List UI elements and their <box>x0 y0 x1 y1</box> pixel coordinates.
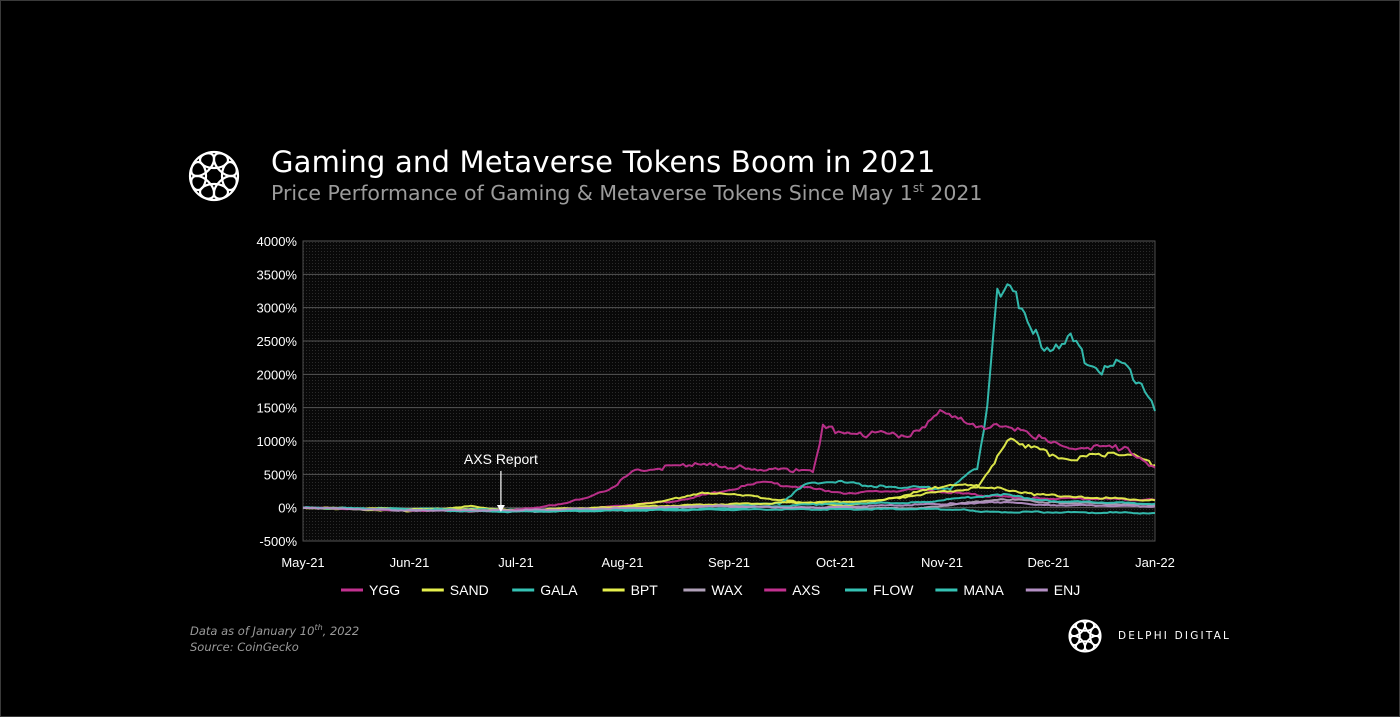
annotation-label: AXS Report <box>464 451 538 467</box>
footnote: Data as of January 10th, 2022 Source: Co… <box>190 620 359 655</box>
series-line-enj <box>303 500 1156 512</box>
legend-label: SAND <box>450 582 489 598</box>
plot-area <box>302 240 1156 542</box>
legend-item-gala: GALA <box>512 582 578 598</box>
data-date-text: Data as of January 10 <box>190 623 315 638</box>
subtitle-text: Price Performance of Gaming & Metaverse … <box>271 181 913 205</box>
x-tick-label: Sep-21 <box>708 555 750 570</box>
legend-label: ENJ <box>1054 582 1080 598</box>
page-title: Gaming and Metaverse Tokens Boom in 2021 <box>271 145 936 179</box>
x-tick-label: Jan-22 <box>1135 555 1175 570</box>
x-tick-label: May-21 <box>281 555 324 570</box>
y-tick-label: 3000% <box>257 301 298 316</box>
x-tick-label: Dec-21 <box>1028 555 1070 570</box>
x-tick-label: Oct-21 <box>816 555 855 570</box>
source-note: Source: CoinGecko <box>190 639 299 654</box>
legend-item-sand: SAND <box>421 582 489 598</box>
legend-item-axs: AXS <box>764 582 820 598</box>
y-tick-label: 0% <box>278 501 297 516</box>
data-date-year: , 2022 <box>322 623 360 638</box>
x-tick-label: Nov-21 <box>921 555 963 570</box>
annotation-arrow-icon <box>496 505 505 512</box>
x-tick-label: Aug-21 <box>602 555 644 570</box>
legend-label: WAX <box>711 582 743 598</box>
legend-item-wax: WAX <box>683 582 743 598</box>
legend-label: MANA <box>963 582 1004 598</box>
subtitle-year: 2021 <box>923 181 983 205</box>
delphi-flower-icon <box>188 150 240 202</box>
legend-label: AXS <box>792 582 820 598</box>
brand-name: DELPHI DIGITAL <box>1118 630 1232 642</box>
legend-label: FLOW <box>873 582 914 598</box>
x-tick-label: Jun-21 <box>390 555 430 570</box>
x-tick-label: Jul-21 <box>498 555 533 570</box>
legend-label: GALA <box>540 582 578 598</box>
y-tick-label: 500% <box>264 467 298 482</box>
series-line-ygg <box>597 480 1156 509</box>
y-tick-label: 1500% <box>257 401 298 416</box>
y-tick-label: 4000% <box>257 234 298 249</box>
data-date-superscript: th <box>314 623 323 632</box>
subtitle-superscript: st <box>912 181 924 196</box>
legend-item-ygg: YGG <box>341 582 400 598</box>
line-chart: -500% 0% 500% 1000% 1500% 2000% 2500% 3000% 3500… <box>257 234 1175 598</box>
y-tick-label: -500% <box>259 534 297 549</box>
data-date-note: Data as of January 10th, 2022 <box>190 620 359 639</box>
legend-label: YGG <box>369 582 400 598</box>
delphi-flower-icon <box>1068 619 1102 653</box>
legend-item-mana: MANA <box>935 582 1005 598</box>
legend-label: BPT <box>631 582 659 598</box>
legend-item-enj: ENJ <box>1025 582 1080 598</box>
y-tick-label: 2000% <box>257 367 298 382</box>
y-tick-label: 3500% <box>257 267 298 282</box>
legend-item-flow: FLOW <box>845 582 914 598</box>
y-tick-label: 1000% <box>257 434 298 449</box>
legend-item-bpt: BPT <box>602 582 659 598</box>
page-subtitle: Price Performance of Gaming & Metaverse … <box>271 181 982 205</box>
y-tick-label: 2500% <box>257 334 298 349</box>
